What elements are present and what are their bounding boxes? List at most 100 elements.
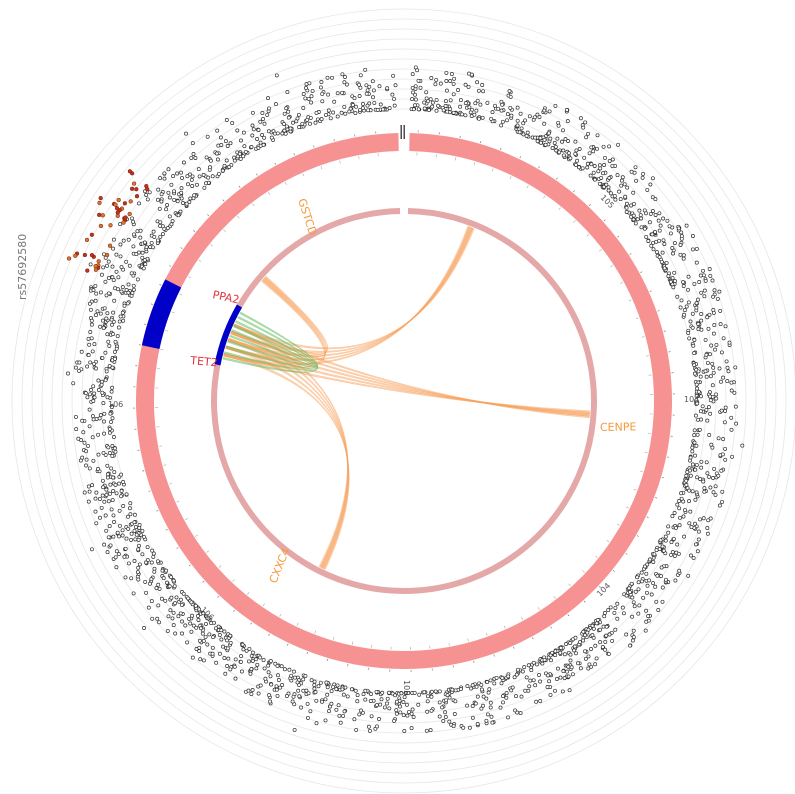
snp-dot [695, 432, 700, 437]
snp-dot [189, 600, 194, 605]
snp-dot [92, 395, 97, 400]
snp-dot [666, 530, 671, 535]
snp-dot [719, 468, 724, 473]
snp-dot [702, 294, 707, 299]
snp-dot [340, 90, 344, 95]
snp-dot [553, 688, 557, 693]
inner-tick [639, 470, 643, 473]
snp-dot [165, 226, 170, 231]
snp-dot [149, 599, 154, 604]
snp-dot [475, 80, 480, 85]
snp-dot [646, 614, 651, 619]
snp-dot [484, 696, 489, 701]
snp-dot [149, 560, 154, 565]
snp-dot-highlight [121, 220, 126, 225]
snp-dot [83, 391, 88, 396]
snp-dot [314, 698, 319, 703]
snp-dot [328, 116, 333, 121]
snp-dot [211, 635, 216, 640]
snp-dot [591, 149, 596, 154]
snp-dot [428, 728, 433, 733]
snp-dot [553, 649, 558, 654]
snp-dot [688, 509, 693, 514]
snp-dot [385, 86, 390, 91]
snp-dot [657, 211, 662, 216]
interaction-link [225, 345, 350, 570]
snp-dot [473, 701, 478, 706]
snp-dot [335, 91, 340, 96]
snp-dot [466, 84, 471, 89]
inner-ring-highlight [214, 304, 243, 366]
snp-dot [196, 167, 201, 172]
snp-dot [624, 201, 629, 206]
snp-dot [664, 260, 669, 265]
snp-dot [252, 654, 257, 659]
inner-gene-ring [211, 208, 597, 594]
snp-dot [574, 162, 578, 167]
snp-dot [456, 88, 460, 92]
snp-dot [113, 339, 118, 344]
inner-tick [537, 607, 540, 610]
snp-dot [267, 693, 272, 698]
snp-dot [101, 265, 106, 270]
outer-tick [144, 323, 147, 325]
snp-dot [102, 542, 107, 547]
snp-dot [604, 624, 609, 629]
snp-dot [623, 194, 628, 199]
snp-dot [699, 290, 704, 295]
snp-dot [699, 312, 704, 316]
snp-dot [305, 117, 310, 122]
snp-dot [295, 680, 300, 685]
snp-dot [101, 401, 106, 406]
snp-dot [524, 675, 529, 680]
snp-dot [703, 369, 708, 374]
snp-dot [98, 311, 103, 316]
snp-dot [369, 692, 373, 696]
snp-dot [336, 703, 341, 708]
outer-tick [150, 303, 153, 305]
snp-dot [659, 565, 664, 570]
snp-dot [702, 288, 707, 293]
snp-dot [641, 171, 645, 176]
snp-dot [594, 621, 599, 626]
snp-dot [635, 575, 640, 580]
snp-dot [622, 182, 627, 187]
snp-dot [79, 349, 84, 354]
snp-dot [156, 603, 161, 608]
snp-dot [200, 631, 205, 636]
snp-dot [392, 103, 397, 108]
snp-dot [242, 144, 247, 149]
snp-dot [633, 589, 638, 594]
snp-dot [413, 65, 418, 70]
snp-dot [516, 667, 520, 672]
snp-dot [451, 81, 456, 86]
snp-dot [677, 499, 682, 503]
snp-dot [100, 318, 105, 323]
inner-tick [644, 451, 648, 454]
snp-dot [707, 433, 712, 437]
snp-dot [458, 687, 463, 692]
snp-dot [144, 245, 149, 250]
snp-dot [518, 111, 523, 116]
snp-dot [639, 570, 644, 575]
snp-dot [214, 151, 219, 156]
snp-dot [617, 189, 622, 194]
snp-dot [127, 263, 132, 268]
snp-dot [323, 697, 328, 702]
snp-dot [465, 703, 470, 708]
snp-dot [96, 388, 101, 392]
snp-dot [326, 92, 331, 97]
snp-dot [112, 349, 117, 354]
snp-dot [118, 242, 123, 247]
snp-dot [582, 155, 587, 160]
snp-dot [86, 353, 91, 358]
snp-dot [444, 79, 449, 83]
snp-dot [164, 580, 169, 585]
snp-dot [131, 283, 136, 288]
snp-dot [269, 135, 274, 140]
snp-dot [506, 715, 510, 720]
inner-tick [645, 355, 649, 357]
snp-dot [102, 499, 107, 504]
snp-dot [180, 631, 184, 636]
snp-dot [136, 537, 141, 542]
